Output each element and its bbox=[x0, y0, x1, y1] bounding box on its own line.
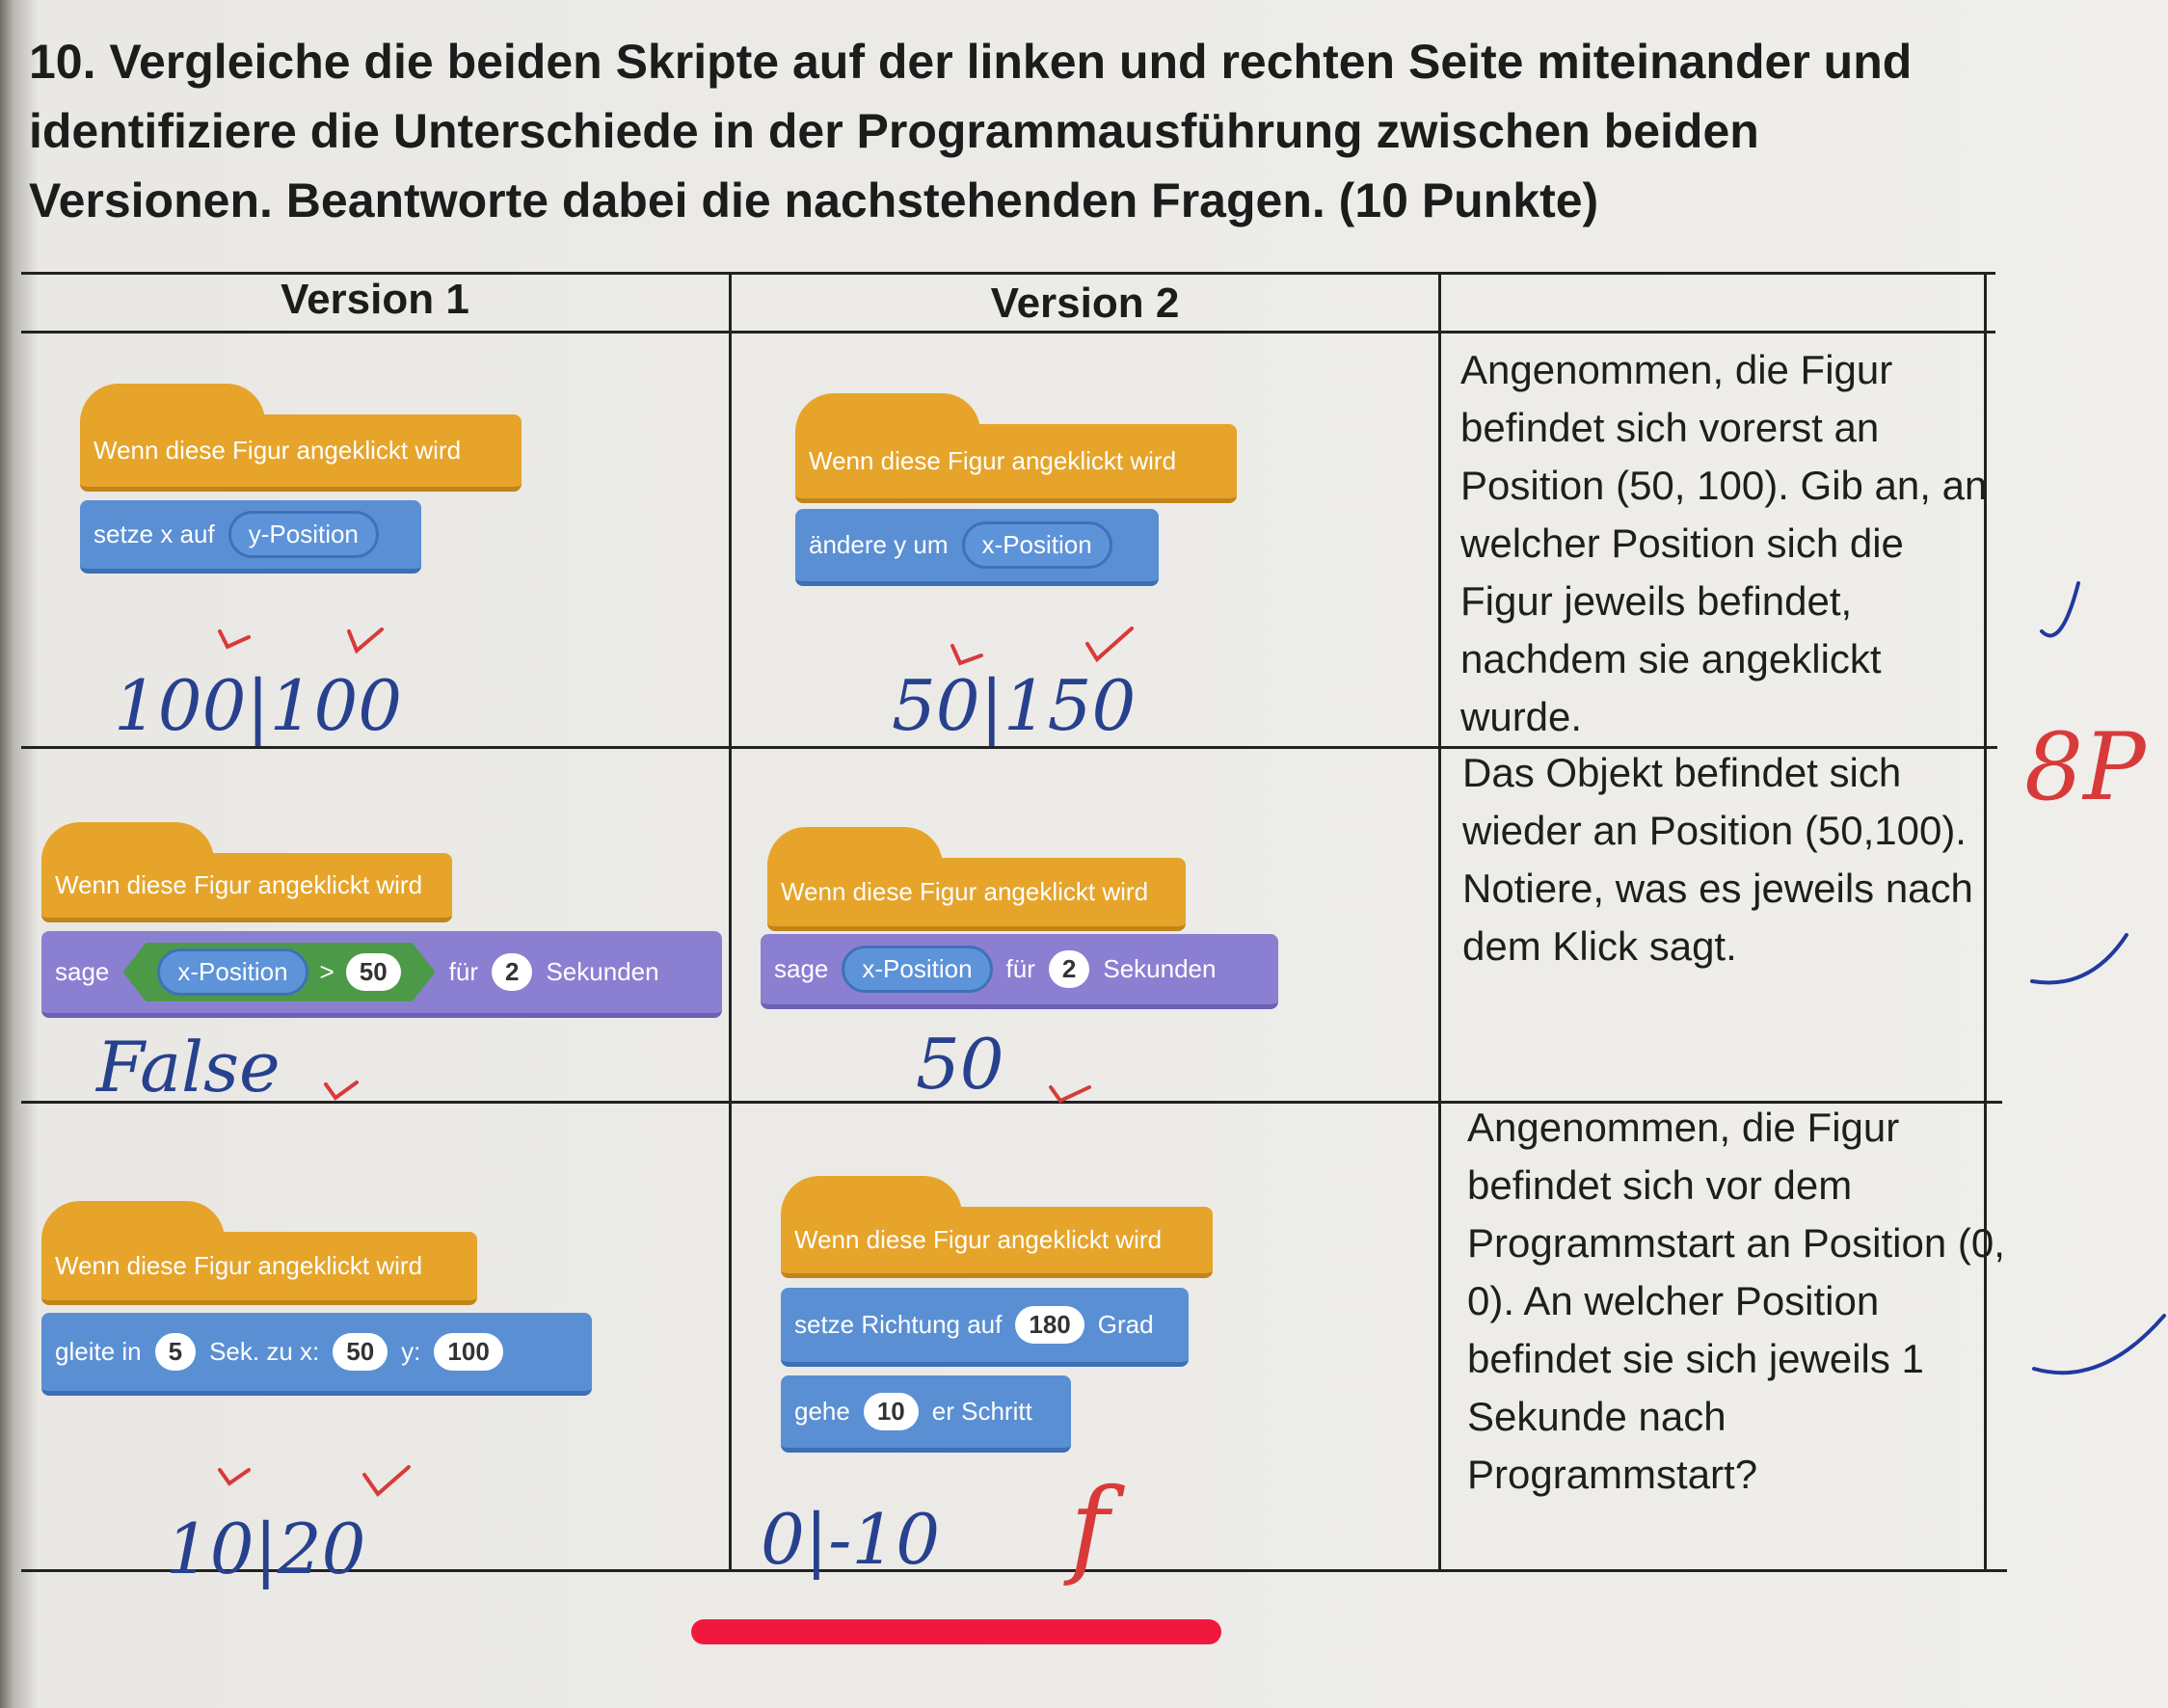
table-border bbox=[729, 272, 732, 1571]
block-text: ändere y um bbox=[809, 530, 949, 559]
handwritten-answer: 50|150 bbox=[892, 665, 1137, 746]
block-text: Sek. zu x: bbox=[209, 1337, 320, 1366]
check-marks bbox=[218, 581, 2166, 1497]
block-text: für bbox=[448, 957, 478, 986]
number-input: 100 bbox=[434, 1333, 503, 1371]
handwritten-answer: 100|100 bbox=[114, 665, 403, 746]
table-border bbox=[1984, 272, 1987, 1571]
block: setze Richtung auf 180 Grad bbox=[781, 1288, 1189, 1367]
hat-block: Wenn diese Figur angeklickt wird bbox=[795, 424, 1237, 503]
question: 10. Vergleiche die beiden Skripte auf de… bbox=[29, 35, 1913, 227]
block: setze x auf y-Position bbox=[80, 500, 421, 574]
hat-block: Wenn diese Figur angeklickt wird bbox=[41, 853, 452, 922]
block-text: y: bbox=[401, 1337, 421, 1366]
block: sage x-Position >50 für 2 Sekunden bbox=[41, 931, 722, 1018]
hat-block: Wenn diese Figur angeklickt wird bbox=[767, 858, 1186, 931]
hat-block: Wenn diese Figur angeklickt wird bbox=[80, 414, 522, 492]
block-text: Wenn diese Figur angeklickt wird bbox=[794, 1225, 1163, 1254]
number-input: 5 bbox=[154, 1333, 197, 1371]
table-border bbox=[21, 746, 1997, 749]
home-indicator bbox=[691, 1619, 1221, 1644]
reporter: x-Position bbox=[961, 521, 1112, 569]
number-input: 2 bbox=[1048, 950, 1090, 988]
table-border bbox=[1438, 272, 1441, 1571]
block-text: Wenn diese Figur angeklickt wird bbox=[781, 877, 1149, 906]
block-text: Sekunden bbox=[546, 957, 659, 986]
table-border bbox=[21, 1101, 2002, 1104]
block-text: setze Richtung auf bbox=[794, 1310, 1003, 1339]
condition: x-Position >50 bbox=[122, 943, 435, 1001]
handwritten-answer: 50 bbox=[916, 1024, 1004, 1105]
reporter: x-Position bbox=[157, 948, 308, 996]
hat-block: Wenn diese Figur angeklickt wird bbox=[781, 1207, 1213, 1278]
reporter: x-Position bbox=[842, 946, 993, 993]
number-input: 10 bbox=[863, 1393, 919, 1430]
block-text: gehe bbox=[794, 1397, 850, 1426]
block: gehe 10 er Schritt bbox=[781, 1375, 1071, 1453]
block-text: Wenn diese Figur angeklickt wird bbox=[94, 436, 462, 465]
block: sage x-Position für 2 Sekunden bbox=[761, 934, 1278, 1009]
block: gleite in 5 Sek. zu x: 50 y: 100 bbox=[41, 1313, 592, 1396]
header: Version 2 bbox=[990, 280, 1180, 327]
reporter: y-Position bbox=[228, 511, 379, 558]
table-border bbox=[21, 331, 1995, 334]
table-border bbox=[21, 1569, 2007, 1572]
header: Version 1 bbox=[281, 276, 469, 323]
block-text: für bbox=[1005, 954, 1035, 983]
block-text: Sekunden bbox=[1103, 954, 1217, 983]
block-text: Wenn diese Figur angeklickt wird bbox=[809, 446, 1177, 475]
question-text: Angenommen, die Figur befindet sich vor … bbox=[1467, 1105, 2005, 1497]
block-text: Wenn diese Figur angeklickt wird bbox=[55, 1251, 423, 1280]
number-input: 50 bbox=[346, 953, 401, 991]
number-input: 50 bbox=[333, 1333, 388, 1371]
block-text: > bbox=[319, 957, 335, 986]
handwritten-answer: False bbox=[96, 1027, 281, 1108]
block-text: gleite in bbox=[55, 1337, 142, 1366]
block-text: Wenn diese Figur angeklickt wird bbox=[55, 870, 423, 899]
table-border bbox=[21, 272, 1995, 275]
block-text: sage bbox=[55, 957, 110, 986]
block-text: Grad bbox=[1097, 1310, 1154, 1339]
block-text: er Schritt bbox=[931, 1397, 1032, 1426]
question-text: Angenommen, die Figur befindet sich vore… bbox=[1460, 347, 1988, 739]
hat-block: Wenn diese Figur angeklickt wird bbox=[41, 1232, 477, 1305]
block-text: setze x auf bbox=[94, 520, 215, 548]
correction: f bbox=[1070, 1465, 1110, 1588]
handwritten-answer: 0|-10 bbox=[761, 1499, 941, 1580]
block: ändere y um x-Position bbox=[795, 509, 1159, 586]
handwritten-answer: 10|20 bbox=[166, 1508, 366, 1589]
question-text: Das Objekt befindet sich wieder an Posit… bbox=[1462, 750, 1973, 969]
grade: 8P bbox=[2024, 713, 2146, 821]
number-input: 2 bbox=[492, 953, 533, 991]
block-text: sage bbox=[774, 954, 829, 983]
number-input: 180 bbox=[1015, 1306, 1084, 1344]
